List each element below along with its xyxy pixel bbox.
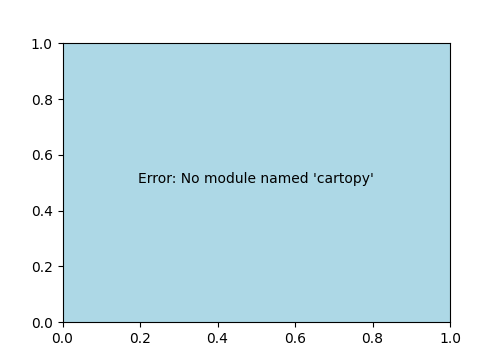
Text: Error: No module named 'cartopy': Error: No module named 'cartopy' bbox=[138, 172, 374, 186]
